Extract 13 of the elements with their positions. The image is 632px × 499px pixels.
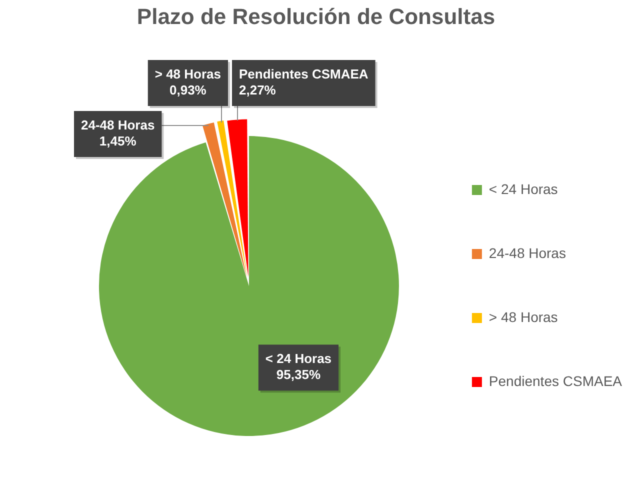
slice-label: < 24 Horas	[265, 351, 332, 366]
legend-label: 24-48 Horas	[488, 244, 566, 261]
slice-label: 24-48 Horas	[80, 118, 155, 133]
slice-label: Pendientes CSMAEA	[239, 66, 369, 82]
chart-title: Plazo de Resolución de Consultas	[136, 3, 496, 31]
legend-label: > 48 Horas	[488, 308, 558, 325]
legend-label: Pendientes CSMAEA	[488, 372, 623, 389]
data-label: 2,27%	[239, 82, 276, 98]
slice-label: > 48 Horas	[154, 66, 221, 82]
legend-label: < 24 Horas	[488, 180, 558, 197]
data-label: 0,93%	[170, 82, 207, 98]
data-label: 1,45%	[99, 134, 137, 149]
data-label: 95,35%	[276, 367, 321, 382]
